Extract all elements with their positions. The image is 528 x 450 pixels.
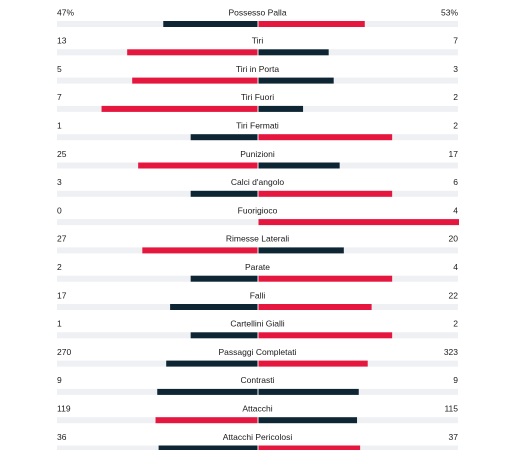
stat-label: Attacchi Pericolosi — [223, 432, 293, 442]
away-value: 115 — [444, 403, 458, 413]
away-value: 2 — [453, 120, 458, 130]
stat-label: Cartellini Gialli — [230, 319, 284, 329]
away-value: 53% — [441, 7, 458, 17]
away-value: 7 — [453, 36, 458, 46]
away-value: 4 — [453, 262, 458, 272]
home-bar — [132, 77, 258, 84]
away-value: 20 — [449, 234, 459, 244]
home-value: 9 — [57, 375, 62, 385]
stat-label: Punizioni — [240, 149, 275, 159]
stat-label: Tiri — [252, 36, 264, 46]
away-value: 2 — [453, 92, 458, 102]
home-value: 25 — [57, 149, 67, 159]
home-value: 2 — [57, 262, 62, 272]
away-value: 6 — [453, 177, 458, 187]
home-bar — [190, 332, 258, 339]
home-value: 17 — [57, 290, 67, 300]
away-bar — [258, 388, 359, 395]
away-bar — [258, 190, 393, 197]
home-bar — [127, 49, 258, 56]
away-bar — [258, 162, 340, 169]
home-bar — [190, 275, 258, 282]
stat-label: Tiri in Porta — [236, 64, 279, 74]
home-bar — [142, 247, 258, 254]
stat-label: Attacchi — [242, 403, 272, 413]
home-value: 27 — [57, 234, 67, 244]
home-value: 5 — [57, 64, 62, 74]
stat-label: Parate — [245, 262, 270, 272]
stat-label: Tiri Fuori — [241, 92, 274, 102]
home-value: 47% — [57, 7, 74, 17]
away-bar — [258, 304, 372, 310]
away-bar — [258, 360, 368, 367]
stat-label: Calci d'angolo — [231, 177, 284, 187]
away-bar — [258, 219, 459, 226]
away-value: 323 — [444, 347, 458, 357]
home-bar — [170, 304, 258, 310]
away-value: 37 — [449, 432, 459, 442]
home-bar — [157, 388, 258, 395]
home-value: 119 — [57, 403, 71, 413]
home-bar — [158, 445, 258, 450]
away-value: 22 — [449, 290, 459, 300]
stat-label: Passaggi Completati — [219, 347, 297, 357]
stat-label: Contrasti — [240, 375, 274, 385]
away-value: 9 — [453, 375, 458, 385]
away-bar — [258, 445, 361, 450]
away-bar — [258, 332, 393, 339]
stat-label: Falli — [250, 290, 266, 300]
stat-label: Rimesse Laterali — [226, 234, 289, 244]
stat-label: Fuorigioco — [238, 205, 278, 215]
home-bar — [101, 105, 258, 112]
away-bar — [258, 49, 329, 56]
home-value: 270 — [57, 347, 71, 357]
away-bar — [258, 77, 334, 84]
away-bar — [258, 275, 393, 282]
home-value: 1 — [57, 319, 62, 329]
home-value: 3 — [57, 177, 62, 187]
home-value: 13 — [57, 36, 67, 46]
home-value: 1 — [57, 120, 62, 130]
away-value: 2 — [453, 319, 458, 329]
away-value: 3 — [453, 64, 458, 74]
home-bar — [166, 360, 258, 367]
away-bar — [258, 134, 393, 141]
home-bar — [190, 190, 258, 197]
away-value: 17 — [449, 149, 459, 159]
home-value: 0 — [57, 205, 62, 215]
home-bar — [190, 134, 258, 141]
home-bar — [155, 417, 258, 424]
away-bar — [258, 417, 358, 424]
away-bar — [258, 247, 344, 254]
away-bar — [258, 105, 304, 112]
away-value: 4 — [453, 205, 458, 215]
home-bar — [138, 162, 258, 169]
home-value: 36 — [57, 432, 67, 442]
away-bar — [258, 21, 365, 27]
home-value: 7 — [57, 92, 62, 102]
stat-label: Tiri Fermati — [236, 120, 279, 130]
home-bar — [163, 21, 258, 27]
stat-label: Possesso Palla — [228, 7, 286, 17]
bar-track — [57, 219, 458, 226]
